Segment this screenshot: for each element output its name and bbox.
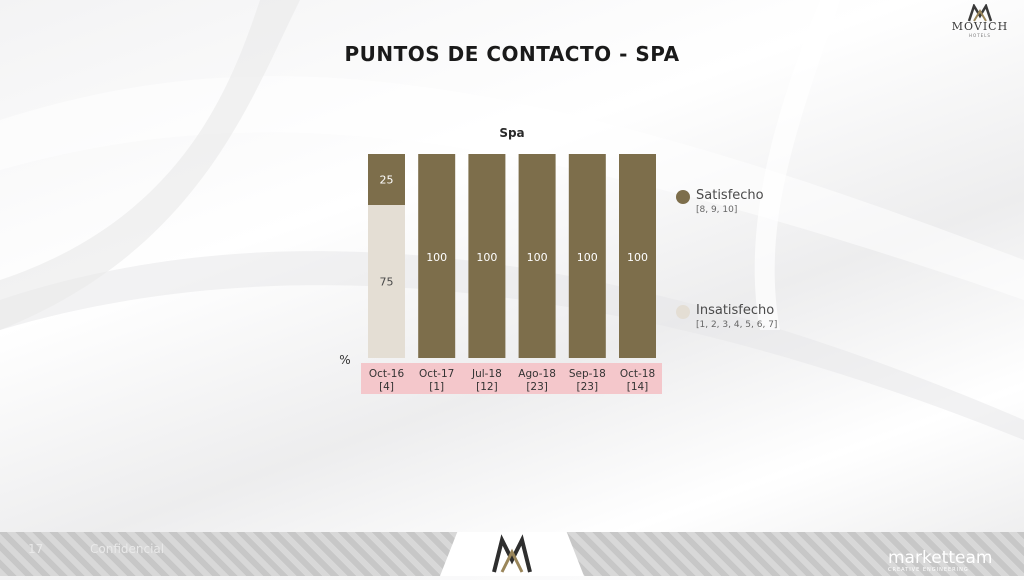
- x-tick-label: Jul-18: [471, 368, 502, 380]
- x-tick-label: Ago-18: [518, 368, 556, 380]
- x-tick-label: Oct-17: [419, 368, 454, 380]
- category-band: [361, 363, 662, 394]
- data-label-satisfecho: 100: [527, 251, 548, 264]
- legend-swatch-insatisfecho: [676, 305, 690, 319]
- x-tick-label: Oct-18: [620, 368, 655, 380]
- confidential-label: Confidencial: [90, 542, 165, 556]
- footer-logo-icon: [492, 534, 532, 573]
- chart-title: Spa: [499, 126, 524, 140]
- bar-satisfecho-sep-18: [568, 154, 606, 358]
- bar-satisfecho-oct-18: [619, 154, 656, 358]
- footer-bar: 17 Confidencial marketteam CREATIVE ENGI…: [0, 532, 1024, 576]
- bar-insatisfecho-oct-16: [368, 205, 405, 358]
- data-label-satisfecho: 100: [577, 251, 598, 264]
- x-tick-count: [23]: [577, 381, 599, 393]
- data-label-satisfecho: 25: [380, 174, 394, 187]
- logo-subtitle: HOTELS: [969, 33, 991, 38]
- x-tick-count: [23]: [526, 381, 548, 393]
- y-axis-label: %: [339, 353, 350, 367]
- data-label-satisfecho: 100: [476, 251, 497, 264]
- x-tick-count: [1]: [429, 381, 444, 393]
- x-tick-label: Oct-16: [369, 368, 405, 380]
- legend-swatch-satisfecho: [676, 190, 690, 204]
- x-tick-count: [4]: [379, 381, 394, 393]
- marketteam-logo: marketteam: [888, 548, 993, 568]
- legend-range: [1, 2, 3, 4, 5, 6, 7]: [696, 320, 778, 330]
- x-tick-count: [14]: [627, 381, 649, 393]
- legend-range: [8, 9, 10]: [696, 205, 738, 215]
- bar-satisfecho-oct-17: [418, 154, 456, 358]
- page-title: PUNTOS DE CONTACTO - SPA: [344, 42, 680, 66]
- data-label-satisfecho: 100: [426, 251, 447, 264]
- bar-satisfecho-ago-18: [518, 154, 556, 358]
- footer-center-tab: [440, 532, 584, 576]
- marketteam-subtitle: CREATIVE ENGINEERING: [888, 567, 969, 573]
- legend-label: Satisfecho: [696, 188, 764, 203]
- page-number: 17: [28, 542, 44, 556]
- x-tick-label: Sep-18: [569, 368, 606, 380]
- movich-logo-icon: [967, 4, 993, 22]
- bar-satisfecho-jul-18: [468, 154, 506, 358]
- movich-logo: MOVICH HOTELS: [940, 4, 1020, 44]
- legend-label: Insatisfecho: [696, 303, 775, 318]
- x-tick-count: [12]: [476, 381, 498, 393]
- data-label-insatisfecho: 75: [380, 276, 394, 289]
- bar-satisfecho-oct-16: [368, 154, 405, 205]
- logo-wordmark: MOVICH: [951, 20, 1009, 33]
- data-label-satisfecho: 100: [627, 251, 648, 264]
